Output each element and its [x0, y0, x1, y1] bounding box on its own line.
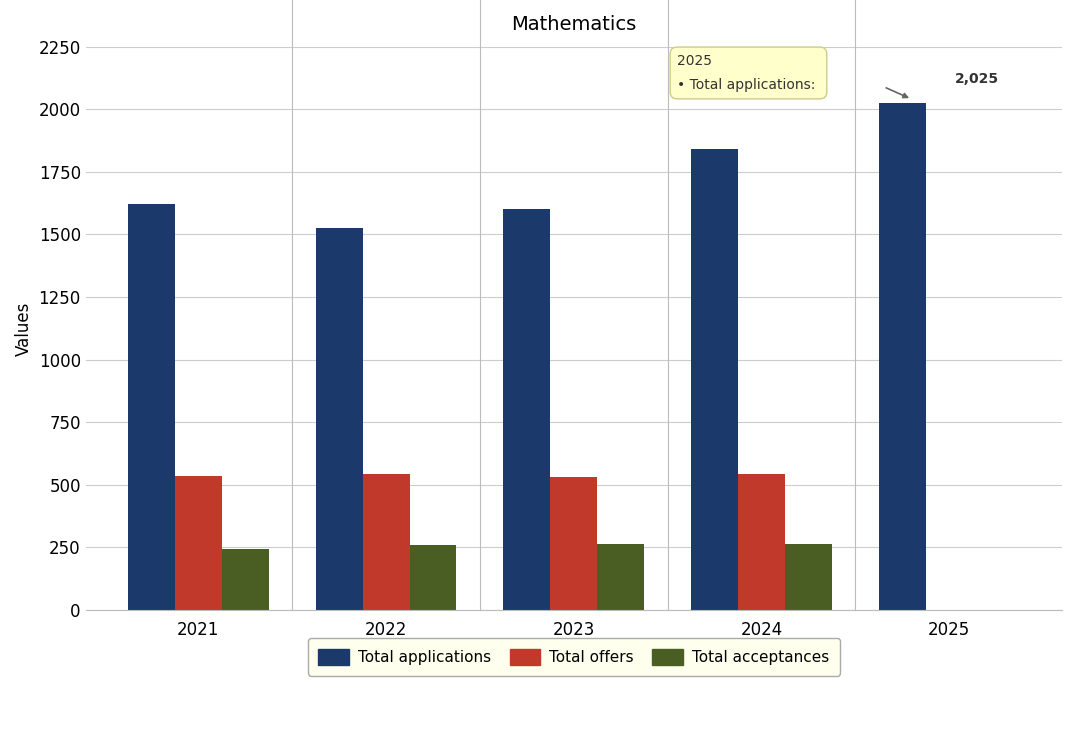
Bar	[598, 544, 644, 610]
Text: 2025
• Total applications:: 2025 • Total applications:	[677, 54, 820, 92]
Bar	[409, 545, 457, 610]
Title: Mathematics: Mathematics	[512, 15, 637, 34]
Bar	[738, 473, 785, 610]
Bar	[550, 477, 598, 610]
Legend: Total applications, Total offers, Total acceptances: Total applications, Total offers, Total …	[308, 638, 840, 675]
Bar	[503, 209, 550, 610]
Bar	[174, 476, 222, 610]
Bar	[128, 204, 174, 610]
Text: 2,025: 2,025	[955, 72, 999, 86]
Bar	[785, 544, 833, 610]
Bar	[316, 228, 363, 610]
Bar	[879, 103, 926, 610]
Y-axis label: Values: Values	[15, 301, 33, 356]
Bar	[691, 149, 738, 610]
Bar	[363, 473, 409, 610]
Bar	[222, 548, 269, 610]
